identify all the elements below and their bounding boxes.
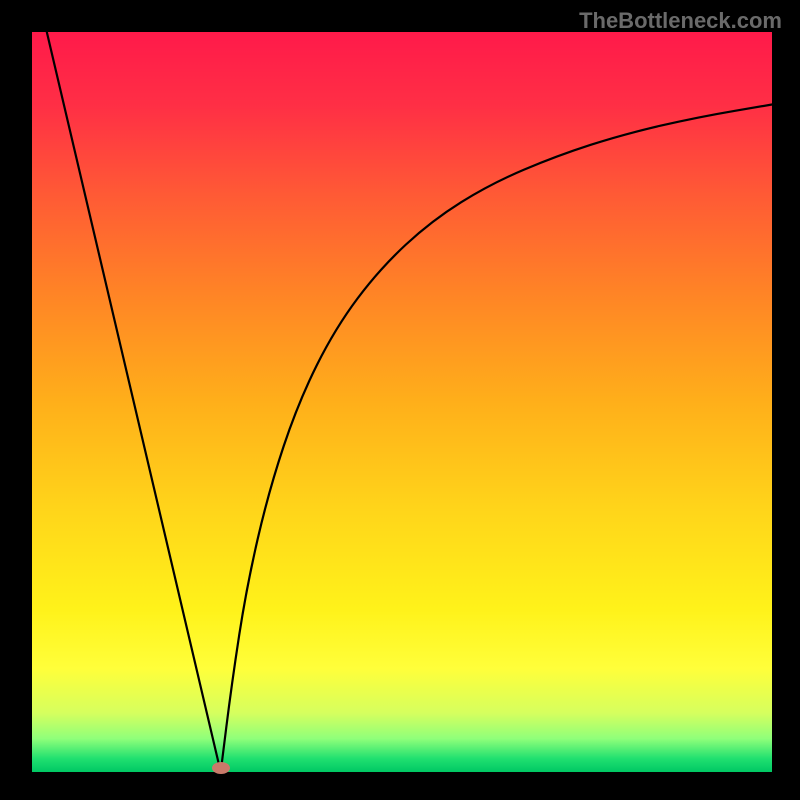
watermark-text: TheBottleneck.com — [579, 8, 782, 34]
chart-curve — [32, 32, 772, 772]
chart-minimum-marker — [212, 762, 230, 774]
chart-plot-area — [32, 32, 772, 772]
